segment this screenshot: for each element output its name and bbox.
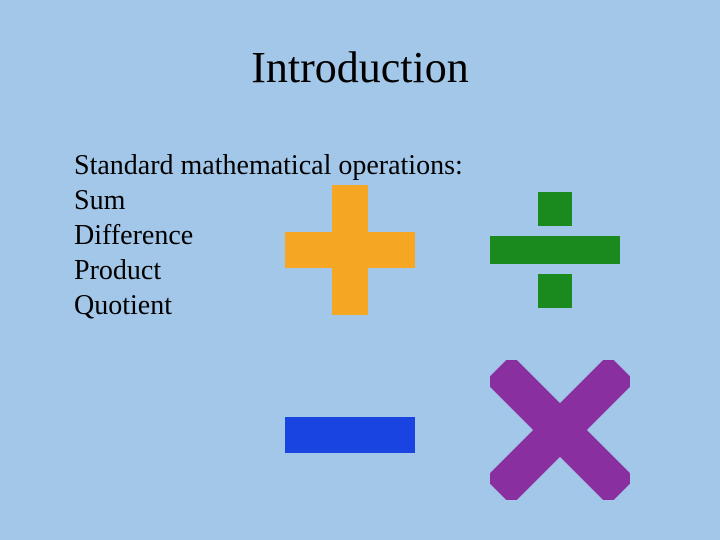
slide: Introduction Standard mathematical opera…	[0, 0, 720, 540]
plus-icon	[285, 185, 415, 320]
minus-icon	[285, 370, 415, 505]
divide-icon	[490, 185, 620, 320]
body-line-0: Standard mathematical operations:	[74, 148, 463, 183]
times-icon	[490, 360, 630, 505]
slide-title: Introduction	[0, 42, 720, 93]
